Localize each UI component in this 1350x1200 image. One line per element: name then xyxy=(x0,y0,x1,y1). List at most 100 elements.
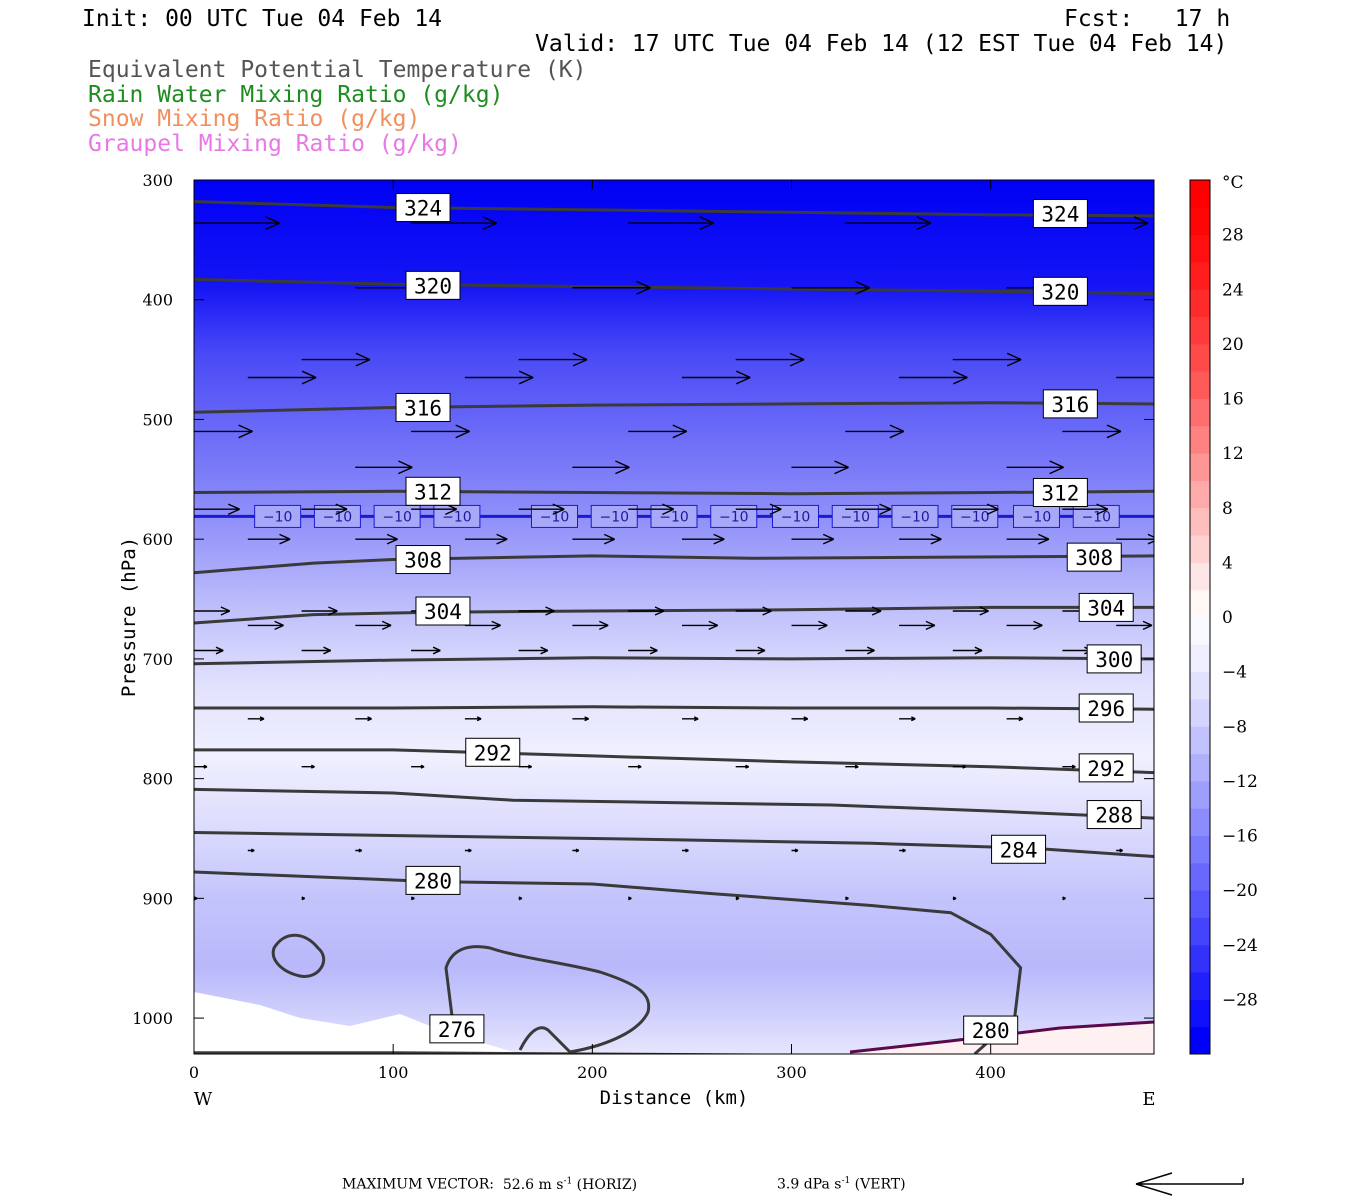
isotherm-label: −10 xyxy=(1022,509,1052,525)
x-tick-label: 300 xyxy=(776,1063,807,1082)
wind-vector xyxy=(518,606,555,616)
colorbar-tick-label: 8 xyxy=(1222,499,1233,519)
x-end-label-east: E xyxy=(1142,1089,1155,1110)
wind-vector xyxy=(845,764,859,769)
wind-vector xyxy=(194,216,280,231)
colorbar-segment xyxy=(1190,644,1210,673)
field-rain-water-mixing-ratio: Rain Water Mixing Ratio (g/kg) xyxy=(88,82,504,108)
x-end-label-west: W xyxy=(194,1089,213,1110)
theta-e-label-box xyxy=(963,1015,1019,1045)
wind-vector xyxy=(355,533,398,545)
colorbar-segment xyxy=(1190,589,1210,618)
theta-e-contour-276 xyxy=(194,1051,1154,1054)
theta-e-label-276: 276 xyxy=(438,1018,476,1042)
wind-vector xyxy=(735,764,750,769)
wind-vector xyxy=(411,896,415,901)
x-tick-label: 0 xyxy=(189,1063,199,1082)
isotherm-label: −10 xyxy=(719,509,749,525)
y-tick-label: 800 xyxy=(142,770,173,789)
wind-vector xyxy=(628,764,642,769)
theta-e-label-box xyxy=(429,1014,485,1044)
theta-e-label-324: 324 xyxy=(1041,203,1079,227)
y-tick-label: 700 xyxy=(142,650,173,669)
wind-vector xyxy=(355,716,372,722)
colorbar-segment xyxy=(1190,234,1210,263)
wind-vector xyxy=(1062,424,1122,439)
wind-vector xyxy=(572,280,651,295)
theta-e-label-284: 284 xyxy=(1000,838,1038,862)
colorbar-tick-label: −16 xyxy=(1222,827,1258,847)
theta-e-label-box xyxy=(395,193,451,223)
colorbar-segment xyxy=(1190,698,1210,727)
colorbar-segment xyxy=(1190,835,1210,864)
wind-vector xyxy=(464,716,482,722)
isotherm-label-box xyxy=(1072,504,1120,528)
wind-vector xyxy=(301,764,315,769)
wind-vector xyxy=(845,896,849,901)
theta-e-label-box xyxy=(405,476,461,506)
colorbar-unit: °C xyxy=(1222,173,1244,193)
wind-vector xyxy=(464,848,472,853)
wind-vector xyxy=(518,503,565,516)
colorbar-segment xyxy=(1190,808,1210,836)
wind-vector xyxy=(1116,620,1153,631)
wind-vector xyxy=(1006,716,1024,722)
isotherm-label: −10 xyxy=(900,509,930,525)
colorbar-segment xyxy=(1190,261,1210,290)
colorbar-segment xyxy=(1190,780,1210,809)
wind-vector xyxy=(735,896,740,901)
wind-vector xyxy=(464,370,534,385)
field-equivalent-potential-temperature: Equivalent Potential Temperature (K) xyxy=(88,57,587,83)
wind-vector xyxy=(355,848,363,853)
wind-vector xyxy=(1062,764,1076,769)
theta-e-label-320: 320 xyxy=(414,274,452,298)
colorbar-segment xyxy=(1190,289,1210,318)
valid-time: Valid: 17 UTC Tue 04 Feb 14 (12 EST Tue … xyxy=(535,31,1228,57)
wind-vector xyxy=(518,764,532,769)
wind-vector xyxy=(301,503,348,516)
wind-vector xyxy=(791,460,849,475)
wind-vector xyxy=(355,620,392,631)
theta-e-label-box xyxy=(395,545,451,575)
colorbar-segment xyxy=(1190,862,1210,891)
isotherm-label: −10 xyxy=(442,509,472,525)
wind-vector xyxy=(628,646,658,655)
colorbar-segment xyxy=(1190,562,1210,591)
wind-vector xyxy=(518,896,523,901)
colorbar-segment xyxy=(1190,671,1210,700)
wind-vector xyxy=(791,533,835,545)
isotherm-label-box xyxy=(650,504,698,528)
colorbar-segment xyxy=(1190,316,1210,345)
wind-vector xyxy=(247,848,255,853)
colorbar-segment xyxy=(1190,480,1210,509)
colorbar-tick-label: −28 xyxy=(1222,990,1258,1010)
colorbar-tick-label: 16 xyxy=(1222,390,1244,410)
wind-vector xyxy=(735,352,805,367)
wind-vector xyxy=(899,620,936,631)
isotherm-label: −10 xyxy=(659,509,689,525)
theta-e-label-box xyxy=(1042,389,1098,419)
isotherm-label-box xyxy=(831,504,879,528)
wind-vector xyxy=(301,646,332,655)
isotherm-label-box xyxy=(710,504,758,528)
isotherm-label-box xyxy=(771,504,819,528)
wind-vector xyxy=(194,424,253,439)
wind-vector xyxy=(628,503,675,516)
field-graupel-mixing-ratio: Graupel Mixing Ratio (g/kg) xyxy=(88,131,462,157)
theta-e-label-280: 280 xyxy=(972,1019,1010,1043)
wind-vector xyxy=(194,646,224,655)
theta-e-contour-296 xyxy=(194,705,1154,711)
theta-e-label-box xyxy=(1086,800,1142,830)
x-tick-label: 400 xyxy=(975,1063,1006,1082)
wind-vector xyxy=(682,848,689,853)
theta-e-label-box xyxy=(1078,693,1134,723)
colorbar-segment xyxy=(1190,425,1210,454)
wind-vector xyxy=(952,606,989,616)
colorbar-segment xyxy=(1190,753,1210,782)
wind-vector xyxy=(411,764,425,769)
isotherm-label: −10 xyxy=(540,509,570,525)
wind-vector xyxy=(952,896,957,901)
closed-contour-center xyxy=(444,945,651,1054)
theta-e-label-292: 292 xyxy=(474,741,512,765)
